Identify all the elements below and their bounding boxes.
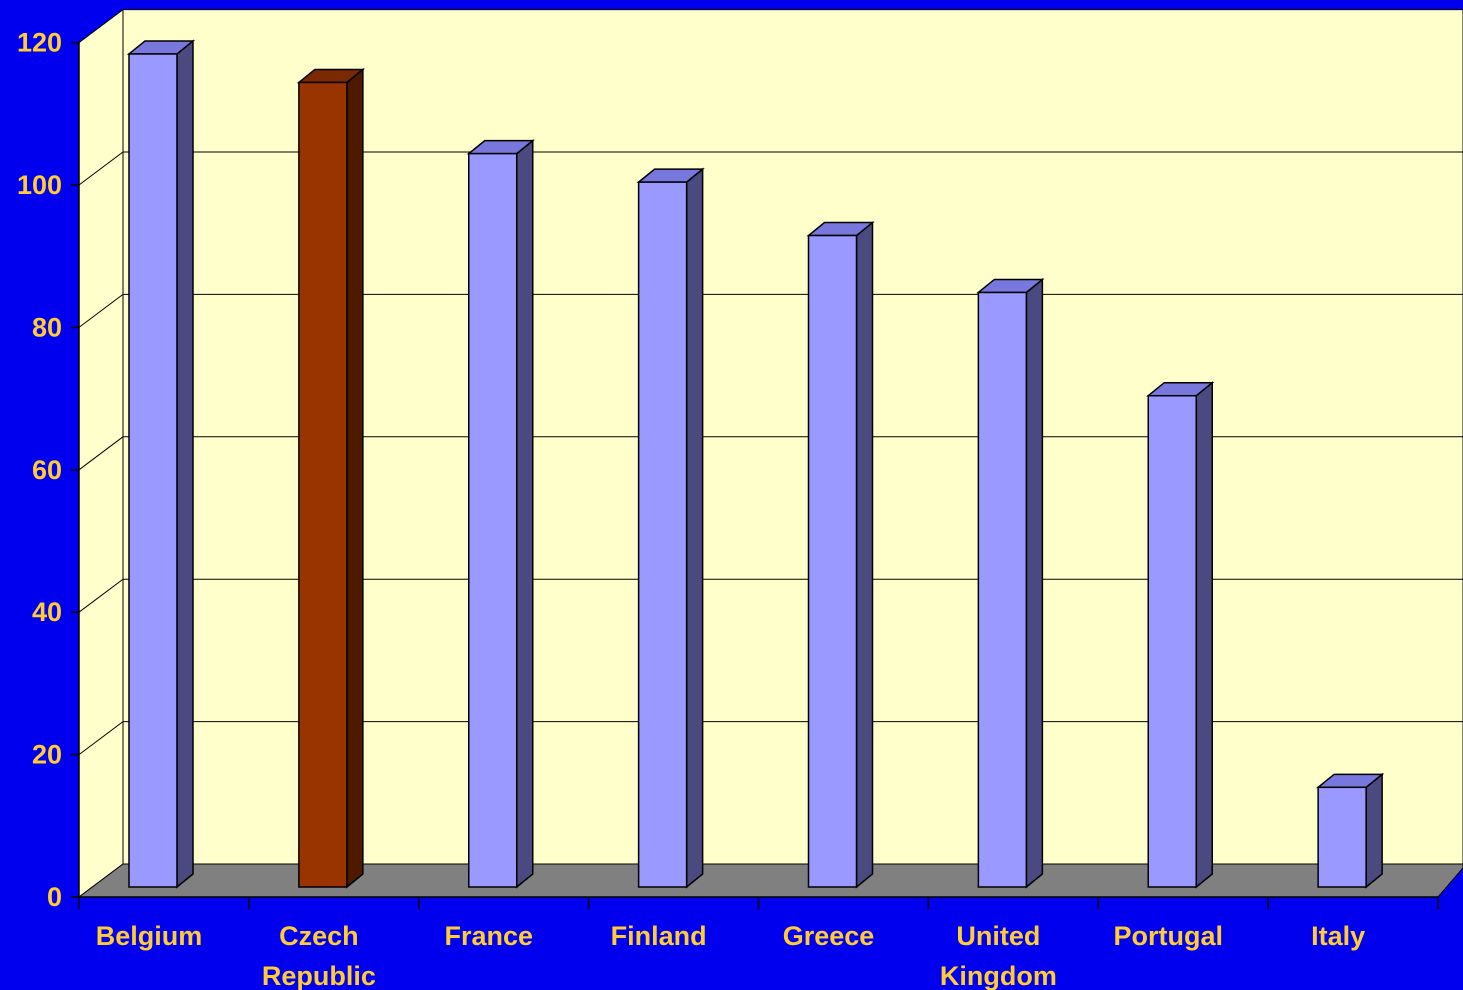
x-category-label: United Kingdom bbox=[940, 921, 1057, 990]
bar-side bbox=[1025, 277, 1044, 889]
x-axis-category-labels: Belgium Czech Republic France Finland Greece U… bbox=[96, 921, 1365, 990]
bar-side bbox=[1365, 772, 1383, 889]
x-category-label: Portugal bbox=[1113, 921, 1223, 951]
bar-front bbox=[1317, 786, 1367, 888]
y-tick-label: 100 bbox=[17, 170, 62, 200]
bar-side bbox=[346, 67, 364, 889]
axes bbox=[71, 41, 1439, 909]
bar-side bbox=[855, 220, 874, 889]
bar-front bbox=[128, 53, 178, 888]
bar-front bbox=[637, 181, 688, 888]
y-tick-label: 40 bbox=[32, 597, 62, 627]
x-category-label: Italy bbox=[1311, 921, 1365, 951]
bar-front bbox=[468, 152, 518, 888]
x-category-label: Greece bbox=[783, 921, 875, 951]
bar-side bbox=[1195, 381, 1213, 889]
bar-belgium bbox=[126, 39, 196, 889]
bar-italy bbox=[1316, 772, 1385, 889]
bar-france bbox=[466, 139, 535, 889]
bar-front bbox=[807, 234, 858, 888]
bar-czech-republic bbox=[296, 67, 365, 889]
bar-greece bbox=[806, 220, 875, 889]
y-tick-label: 20 bbox=[32, 740, 62, 770]
bar-front bbox=[977, 291, 1028, 888]
y-tick-label: 0 bbox=[47, 882, 62, 912]
bar-finland bbox=[636, 167, 705, 889]
chart-floor bbox=[77, 863, 1463, 898]
x-category-label: Finland bbox=[611, 921, 707, 951]
x-category-label: Czech Republic bbox=[262, 921, 376, 990]
bar-side bbox=[685, 167, 704, 889]
x-category-label: Belgium bbox=[96, 921, 203, 951]
x-category-label: France bbox=[444, 921, 533, 951]
bar-side bbox=[516, 139, 534, 889]
bar-front bbox=[298, 81, 348, 888]
bar-united-kingdom bbox=[976, 277, 1045, 889]
bars bbox=[126, 39, 1385, 889]
y-tick-label: 120 bbox=[17, 28, 62, 58]
bar-side bbox=[176, 39, 194, 889]
y-tick-label: 80 bbox=[32, 312, 62, 342]
bar-front bbox=[1147, 394, 1197, 888]
bar-portugal bbox=[1146, 381, 1215, 889]
y-tick-label: 60 bbox=[32, 455, 62, 485]
gridline bbox=[78, 151, 1463, 186]
y-axis-tick-labels: 0 20 40 60 80 100 120 bbox=[17, 28, 62, 912]
